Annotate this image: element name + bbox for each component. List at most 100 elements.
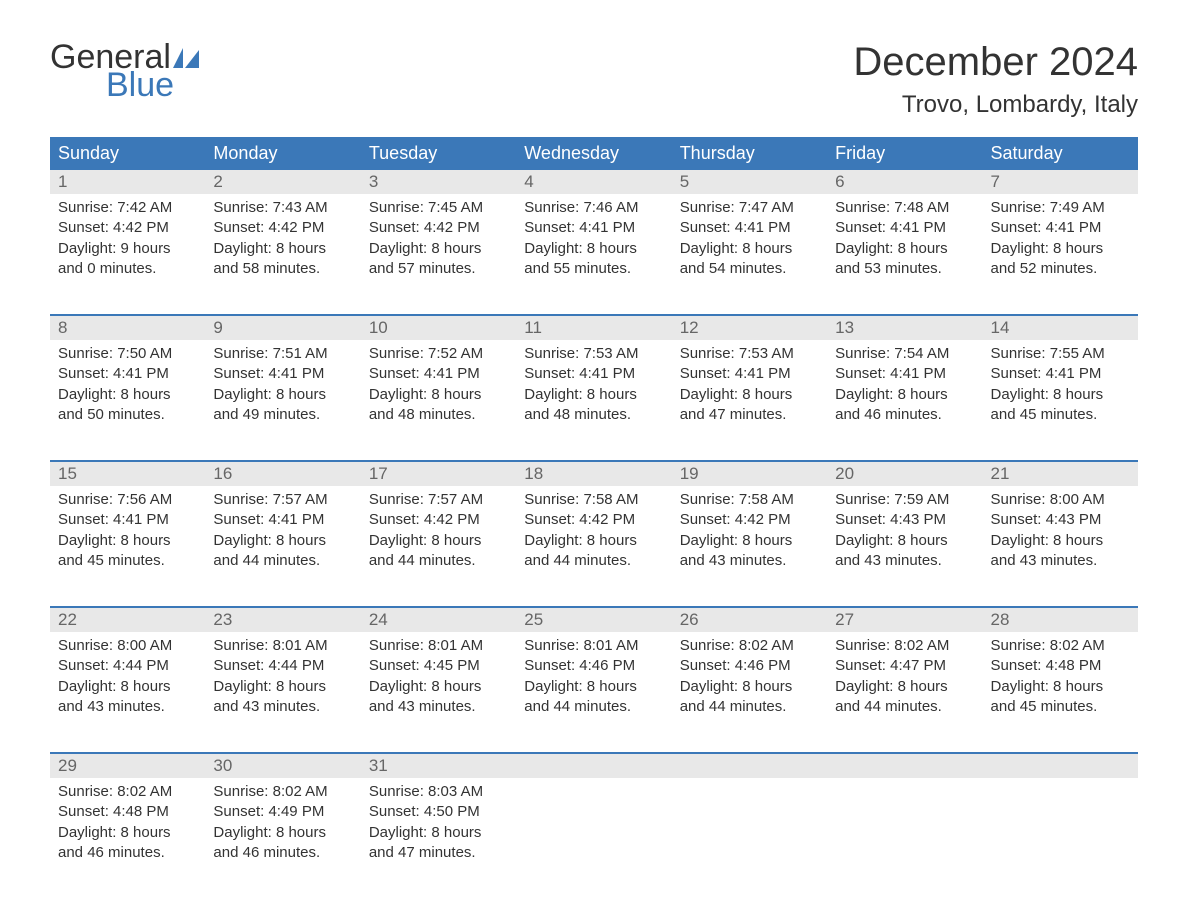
day-number: 19 [672, 462, 827, 486]
day-daylight1: Daylight: 8 hours [58, 385, 197, 405]
day-number [516, 754, 671, 778]
day-sunset: Sunset: 4:47 PM [835, 656, 974, 676]
day-daylight1: Daylight: 8 hours [524, 531, 663, 551]
day-daylight1: Daylight: 8 hours [213, 385, 352, 405]
day-sunrise: Sunrise: 8:01 AM [524, 636, 663, 656]
weeks-container: 1Sunrise: 7:42 AMSunset: 4:42 PMDaylight… [50, 170, 1138, 884]
day-body: Sunrise: 7:55 AMSunset: 4:41 PMDaylight:… [983, 340, 1138, 433]
day-sunset: Sunset: 4:41 PM [524, 364, 663, 384]
day-daylight1: Daylight: 8 hours [524, 239, 663, 259]
day-cell: 27Sunrise: 8:02 AMSunset: 4:47 PMDayligh… [827, 608, 982, 738]
day-number: 11 [516, 316, 671, 340]
logo-text-blue: Blue [106, 68, 201, 102]
day-sunrise: Sunrise: 7:57 AM [213, 490, 352, 510]
day-sunrise: Sunrise: 7:55 AM [991, 344, 1130, 364]
day-sunset: Sunset: 4:41 PM [58, 510, 197, 530]
day-cell: 3Sunrise: 7:45 AMSunset: 4:42 PMDaylight… [361, 170, 516, 300]
day-daylight1: Daylight: 8 hours [680, 531, 819, 551]
day-daylight2: and 44 minutes. [369, 551, 508, 571]
month-title: December 2024 [853, 40, 1138, 85]
day-sunset: Sunset: 4:50 PM [369, 802, 508, 822]
day-body: Sunrise: 8:00 AMSunset: 4:44 PMDaylight:… [50, 632, 205, 725]
day-sunset: Sunset: 4:43 PM [835, 510, 974, 530]
day-cell: 21Sunrise: 8:00 AMSunset: 4:43 PMDayligh… [983, 462, 1138, 592]
day-number: 15 [50, 462, 205, 486]
day-sunrise: Sunrise: 7:46 AM [524, 198, 663, 218]
day-daylight2: and 50 minutes. [58, 405, 197, 425]
day-daylight1: Daylight: 8 hours [369, 823, 508, 843]
day-cell: 19Sunrise: 7:58 AMSunset: 4:42 PMDayligh… [672, 462, 827, 592]
day-sunset: Sunset: 4:41 PM [680, 218, 819, 238]
day-daylight1: Daylight: 8 hours [369, 239, 508, 259]
day-number: 29 [50, 754, 205, 778]
day-daylight1: Daylight: 8 hours [213, 677, 352, 697]
day-daylight1: Daylight: 8 hours [369, 677, 508, 697]
day-daylight2: and 46 minutes. [213, 843, 352, 863]
day-sunrise: Sunrise: 8:01 AM [213, 636, 352, 656]
day-body: Sunrise: 7:57 AMSunset: 4:42 PMDaylight:… [361, 486, 516, 579]
day-sunset: Sunset: 4:41 PM [369, 364, 508, 384]
day-daylight2: and 48 minutes. [524, 405, 663, 425]
day-daylight1: Daylight: 8 hours [991, 385, 1130, 405]
day-number: 30 [205, 754, 360, 778]
day-number: 13 [827, 316, 982, 340]
day-number: 31 [361, 754, 516, 778]
day-sunrise: Sunrise: 8:02 AM [835, 636, 974, 656]
day-cell: 9Sunrise: 7:51 AMSunset: 4:41 PMDaylight… [205, 316, 360, 446]
day-daylight2: and 44 minutes. [680, 697, 819, 717]
weekday-header-row: Sunday Monday Tuesday Wednesday Thursday… [50, 137, 1138, 170]
day-body: Sunrise: 8:00 AMSunset: 4:43 PMDaylight:… [983, 486, 1138, 579]
day-number: 8 [50, 316, 205, 340]
day-daylight1: Daylight: 8 hours [680, 385, 819, 405]
day-number: 16 [205, 462, 360, 486]
day-cell: 11Sunrise: 7:53 AMSunset: 4:41 PMDayligh… [516, 316, 671, 446]
day-daylight2: and 45 minutes. [991, 405, 1130, 425]
day-body: Sunrise: 8:01 AMSunset: 4:46 PMDaylight:… [516, 632, 671, 725]
day-cell: 14Sunrise: 7:55 AMSunset: 4:41 PMDayligh… [983, 316, 1138, 446]
day-number: 25 [516, 608, 671, 632]
day-body: Sunrise: 8:02 AMSunset: 4:47 PMDaylight:… [827, 632, 982, 725]
day-number: 20 [827, 462, 982, 486]
day-cell: 18Sunrise: 7:58 AMSunset: 4:42 PMDayligh… [516, 462, 671, 592]
day-cell [827, 754, 982, 884]
day-daylight1: Daylight: 8 hours [524, 677, 663, 697]
day-sunset: Sunset: 4:41 PM [524, 218, 663, 238]
day-daylight1: Daylight: 8 hours [835, 239, 974, 259]
day-sunset: Sunset: 4:46 PM [524, 656, 663, 676]
day-daylight2: and 45 minutes. [991, 697, 1130, 717]
day-daylight2: and 43 minutes. [213, 697, 352, 717]
day-daylight2: and 45 minutes. [58, 551, 197, 571]
day-sunrise: Sunrise: 8:02 AM [680, 636, 819, 656]
week-row: 15Sunrise: 7:56 AMSunset: 4:41 PMDayligh… [50, 460, 1138, 592]
day-sunrise: Sunrise: 7:59 AM [835, 490, 974, 510]
day-sunrise: Sunrise: 8:02 AM [213, 782, 352, 802]
day-body: Sunrise: 7:58 AMSunset: 4:42 PMDaylight:… [672, 486, 827, 579]
day-cell: 25Sunrise: 8:01 AMSunset: 4:46 PMDayligh… [516, 608, 671, 738]
day-body: Sunrise: 7:53 AMSunset: 4:41 PMDaylight:… [516, 340, 671, 433]
day-daylight1: Daylight: 8 hours [58, 677, 197, 697]
day-body: Sunrise: 8:01 AMSunset: 4:44 PMDaylight:… [205, 632, 360, 725]
day-body: Sunrise: 7:59 AMSunset: 4:43 PMDaylight:… [827, 486, 982, 579]
day-sunset: Sunset: 4:48 PM [58, 802, 197, 822]
day-body: Sunrise: 7:42 AMSunset: 4:42 PMDaylight:… [50, 194, 205, 287]
day-sunset: Sunset: 4:42 PM [680, 510, 819, 530]
day-cell: 29Sunrise: 8:02 AMSunset: 4:48 PMDayligh… [50, 754, 205, 884]
day-sunset: Sunset: 4:41 PM [58, 364, 197, 384]
day-sunset: Sunset: 4:44 PM [58, 656, 197, 676]
day-cell [516, 754, 671, 884]
day-number: 10 [361, 316, 516, 340]
day-number: 12 [672, 316, 827, 340]
weekday-heading: Tuesday [361, 137, 516, 170]
day-sunset: Sunset: 4:42 PM [524, 510, 663, 530]
day-sunrise: Sunrise: 7:47 AM [680, 198, 819, 218]
day-body: Sunrise: 8:02 AMSunset: 4:49 PMDaylight:… [205, 778, 360, 871]
day-sunrise: Sunrise: 8:00 AM [991, 490, 1130, 510]
day-body: Sunrise: 7:43 AMSunset: 4:42 PMDaylight:… [205, 194, 360, 287]
day-sunset: Sunset: 4:42 PM [58, 218, 197, 238]
day-number: 24 [361, 608, 516, 632]
day-cell: 6Sunrise: 7:48 AMSunset: 4:41 PMDaylight… [827, 170, 982, 300]
day-sunrise: Sunrise: 7:48 AM [835, 198, 974, 218]
day-number: 7 [983, 170, 1138, 194]
day-daylight2: and 47 minutes. [369, 843, 508, 863]
day-number: 22 [50, 608, 205, 632]
